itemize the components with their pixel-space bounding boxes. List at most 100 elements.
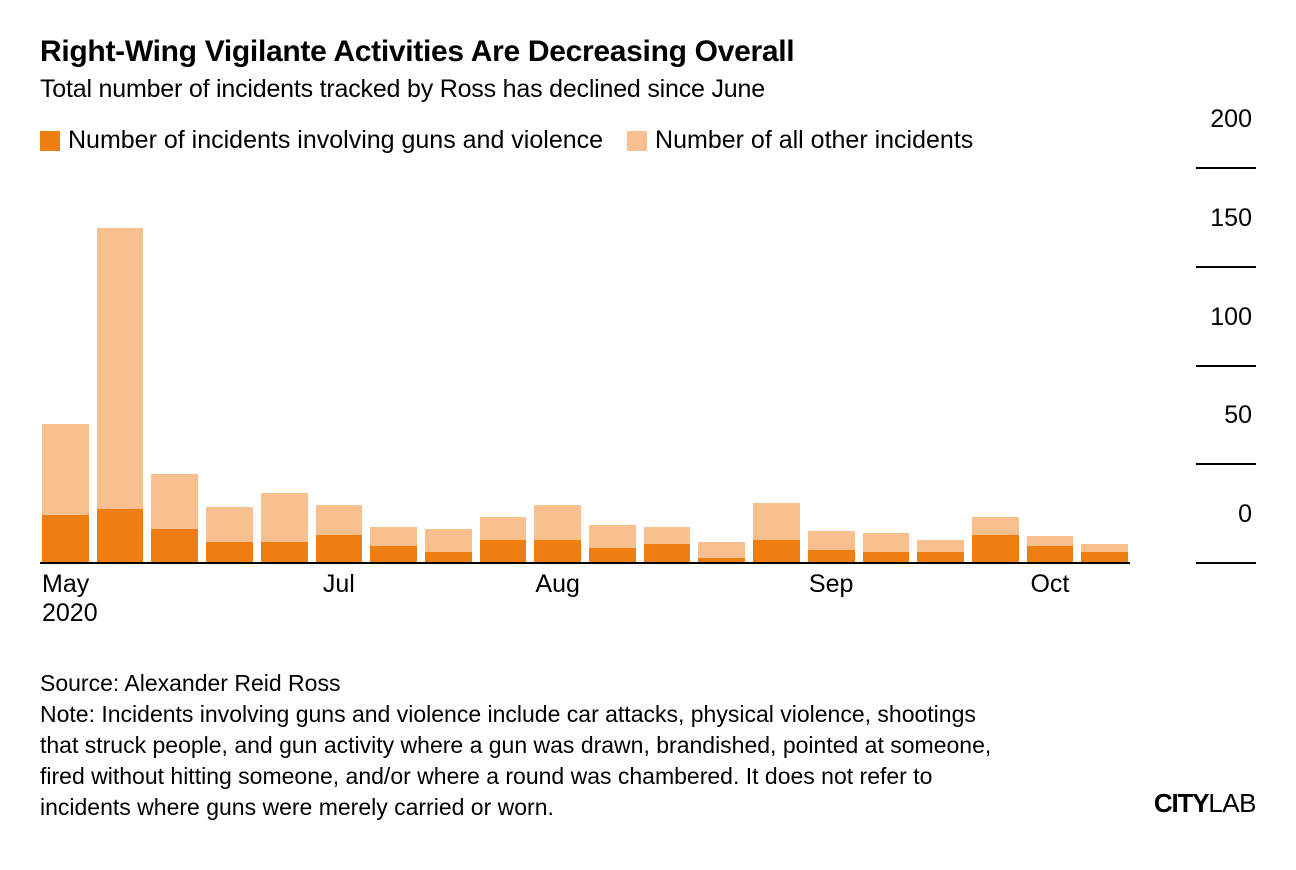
bar-18-series-a [1027, 546, 1074, 562]
bar-2 [151, 169, 198, 562]
x-tick-label: Oct [1030, 570, 1069, 599]
x-tick-aug: Aug [535, 570, 579, 599]
bar-2-series-b [151, 474, 198, 529]
y-tick-line [1196, 167, 1256, 169]
legend-swatch-b [627, 131, 647, 151]
note-line: Note: Incidents involving guns and viole… [40, 699, 1020, 823]
bar-18-series-b [1027, 536, 1074, 546]
legend-item-series-a: Number of incidents involving guns and v… [40, 126, 603, 155]
bar-13-series-a [753, 540, 800, 562]
bar-8-series-a [480, 540, 527, 562]
y-tick-line [1196, 266, 1256, 268]
chart-title: Right-Wing Vigilante Activities Are Decr… [40, 35, 1256, 69]
legend: Number of incidents involving guns and v… [40, 126, 1256, 155]
bar-15 [863, 169, 910, 562]
bar-8 [480, 169, 527, 562]
bar-7-series-a [425, 552, 472, 562]
bar-3-series-b [206, 507, 253, 542]
bar-19 [1081, 169, 1128, 562]
bar-18 [1027, 169, 1074, 562]
x-tick-may: May2020 [42, 570, 98, 628]
bar-11-series-b [644, 527, 691, 545]
brand-bold: CITY [1154, 788, 1208, 818]
legend-item-series-b: Number of all other incidents [627, 126, 973, 155]
bar-15-series-a [863, 552, 910, 562]
bar-11-series-a [644, 544, 691, 562]
bar-17 [972, 169, 1019, 562]
x-axis: May2020 Jul Aug Sep Oct [40, 570, 1130, 640]
x-tick-label: May [42, 570, 98, 599]
bar-12-series-a [698, 558, 745, 562]
bar-13-series-b [753, 503, 800, 540]
bar-14-series-a [808, 550, 855, 562]
bar-16 [917, 169, 964, 562]
bars-area [40, 169, 1130, 564]
bar-9-series-a [534, 540, 581, 562]
y-axis: 050100150200 [1146, 169, 1256, 564]
bar-5-series-a [316, 535, 363, 563]
y-tick-100: 100 [1146, 334, 1256, 367]
bar-9-series-b [534, 505, 581, 540]
legend-swatch-a [40, 131, 60, 151]
bar-0-series-b [42, 424, 89, 514]
x-tick-sep: Sep [809, 570, 853, 599]
y-tick-0: 0 [1146, 531, 1256, 564]
legend-label-a: Number of incidents involving guns and v… [68, 126, 603, 155]
bar-16-series-a [917, 552, 964, 562]
x-tick-label: Aug [535, 570, 579, 599]
bar-13 [753, 169, 800, 562]
bar-6-series-a [370, 546, 417, 562]
bar-5 [316, 169, 363, 562]
bar-10-series-a [589, 548, 636, 562]
bar-4-series-a [261, 542, 308, 562]
bar-14 [808, 169, 855, 562]
y-tick-label: 150 [1146, 204, 1256, 235]
bar-0-series-a [42, 515, 89, 562]
bar-8-series-b [480, 517, 527, 541]
bar-5-series-b [316, 505, 363, 534]
bar-19-series-b [1081, 544, 1128, 552]
bar-7 [425, 169, 472, 562]
source-line: Source: Alexander Reid Ross [40, 668, 1020, 699]
x-tick-jul: Jul [323, 570, 355, 599]
y-tick-label: 100 [1146, 303, 1256, 334]
bar-1-series-b [97, 228, 144, 509]
y-tick-200: 200 [1146, 136, 1256, 169]
bar-15-series-b [863, 533, 910, 553]
chart-subtitle: Total number of incidents tracked by Ros… [40, 75, 1256, 104]
bar-6 [370, 169, 417, 562]
x-tick-label: Sep [809, 570, 853, 599]
bar-1 [97, 169, 144, 562]
bar-17-series-a [972, 535, 1019, 563]
bar-11 [644, 169, 691, 562]
bar-12-series-b [698, 542, 745, 558]
y-tick-50: 50 [1146, 432, 1256, 465]
y-tick-label: 200 [1146, 105, 1256, 136]
bar-7-series-b [425, 529, 472, 553]
x-tick-oct: Oct [1030, 570, 1069, 599]
bar-19-series-a [1081, 552, 1128, 562]
y-tick-label: 0 [1146, 500, 1256, 531]
plot-area: 050100150200 [40, 169, 1256, 564]
bar-9 [534, 169, 581, 562]
bar-2-series-a [151, 529, 198, 562]
bar-4 [261, 169, 308, 562]
chart-footer: Source: Alexander Reid Ross Note: Incide… [40, 668, 1256, 823]
bar-10-series-b [589, 525, 636, 549]
chart-notes: Source: Alexander Reid Ross Note: Incide… [40, 668, 1020, 823]
y-tick-line [1196, 365, 1256, 367]
bar-3-series-a [206, 542, 253, 562]
legend-label-b: Number of all other incidents [655, 126, 973, 155]
bar-10 [589, 169, 636, 562]
bar-12 [698, 169, 745, 562]
y-tick-line [1196, 562, 1256, 564]
brand-logo: CITYLAB [1154, 788, 1256, 823]
x-tick-label: Jul [323, 570, 355, 599]
bar-14-series-b [808, 531, 855, 551]
bar-16-series-b [917, 540, 964, 552]
bar-4-series-b [261, 493, 308, 542]
x-tick-sublabel: 2020 [42, 599, 98, 628]
bar-6-series-b [370, 527, 417, 547]
bar-0 [42, 169, 89, 562]
brand-thin: LAB [1208, 788, 1256, 818]
